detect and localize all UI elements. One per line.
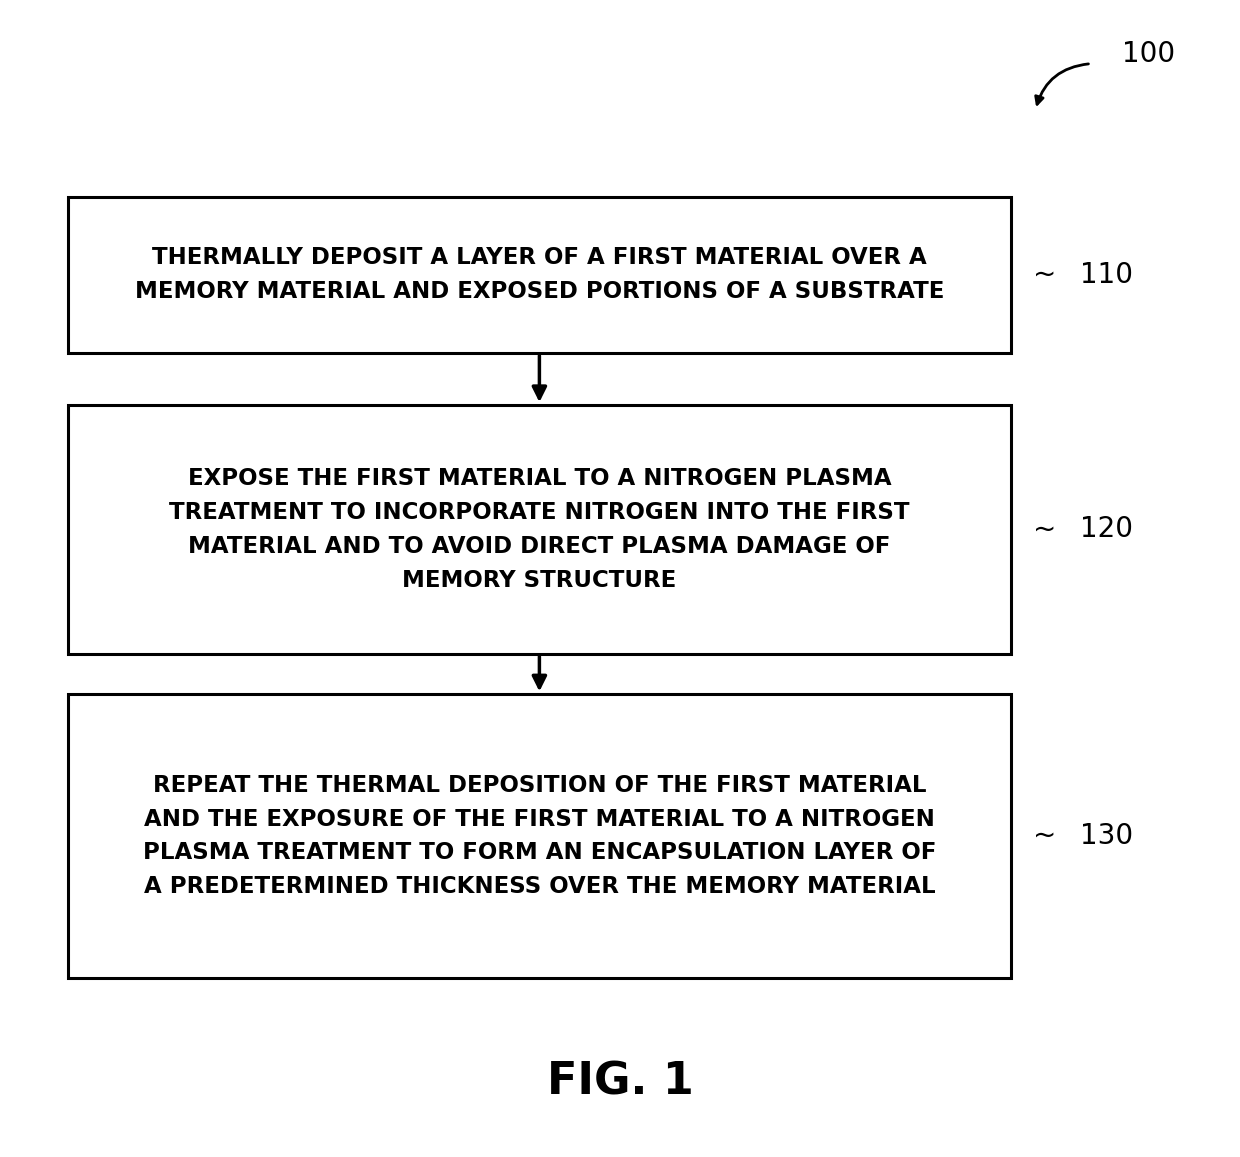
- Text: 100: 100: [1122, 40, 1176, 68]
- Text: FIG. 1: FIG. 1: [547, 1060, 693, 1104]
- Text: THERMALLY DEPOSIT A LAYER OF A FIRST MATERIAL OVER A
MEMORY MATERIAL AND EXPOSED: THERMALLY DEPOSIT A LAYER OF A FIRST MAT…: [135, 246, 944, 303]
- Text: ~: ~: [1033, 515, 1056, 544]
- Bar: [68, 405, 1011, 654]
- Bar: [68, 694, 1011, 978]
- Text: 130: 130: [1080, 821, 1133, 850]
- Bar: [68, 197, 1011, 353]
- Text: ~: ~: [1033, 260, 1056, 289]
- Text: 120: 120: [1080, 515, 1133, 544]
- Text: EXPOSE THE FIRST MATERIAL TO A NITROGEN PLASMA
TREATMENT TO INCORPORATE NITROGEN: EXPOSE THE FIRST MATERIAL TO A NITROGEN …: [169, 467, 910, 591]
- Text: REPEAT THE THERMAL DEPOSITION OF THE FIRST MATERIAL
AND THE EXPOSURE OF THE FIRS: REPEAT THE THERMAL DEPOSITION OF THE FIR…: [143, 774, 936, 898]
- Text: 110: 110: [1080, 260, 1133, 289]
- Text: ~: ~: [1033, 821, 1056, 850]
